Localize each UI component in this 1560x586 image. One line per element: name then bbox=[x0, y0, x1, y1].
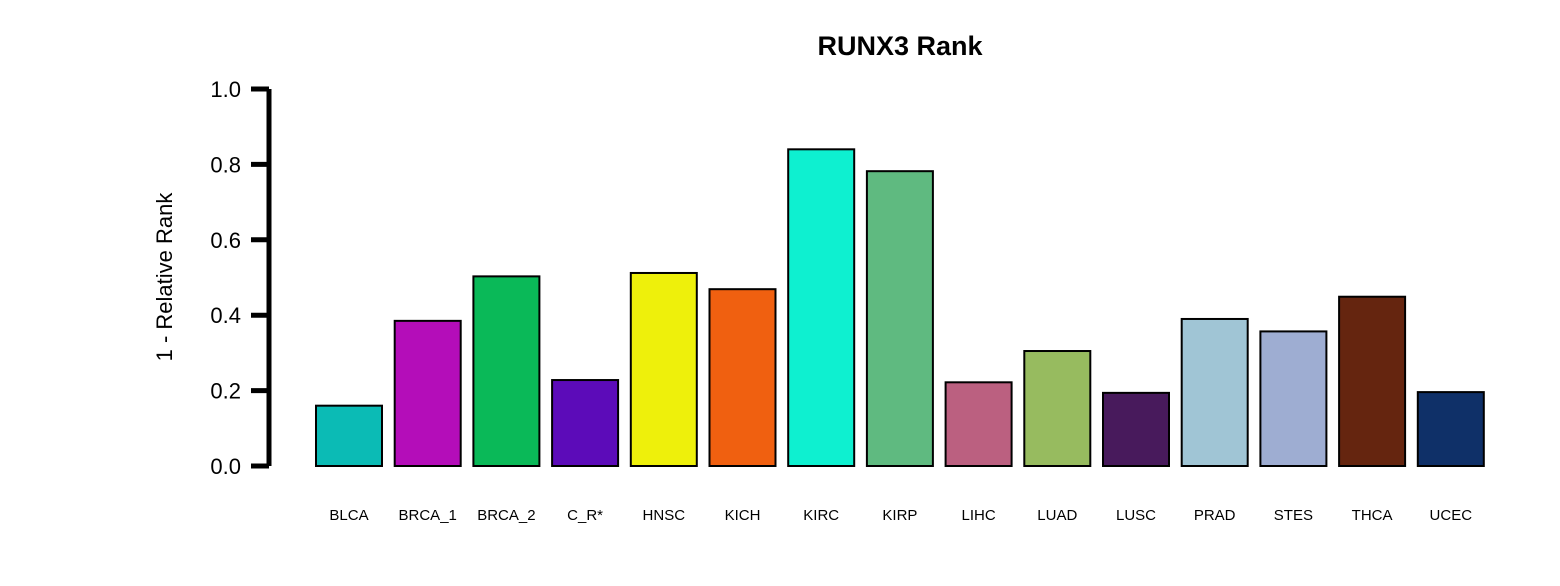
bar-hnsc bbox=[629, 271, 698, 468]
x-tick-label: STES bbox=[1274, 507, 1313, 524]
bar-lihc bbox=[944, 381, 1013, 467]
bar-stes bbox=[1259, 330, 1328, 468]
bar-kirc bbox=[787, 148, 856, 467]
bar-brca-2 bbox=[472, 275, 541, 467]
bar-blca bbox=[315, 404, 383, 467]
x-tick-label: LUSC bbox=[1116, 507, 1156, 524]
y-tick-label: 0.6 bbox=[210, 228, 241, 253]
x-axis-labels: BLCA BRCA_1 BRCA_2 C_R* HNSC KICH KIRC KIRP LIHC… bbox=[329, 507, 1472, 524]
x-tick-label: BRCA_2 bbox=[477, 507, 535, 524]
x-tick-label: BLCA bbox=[329, 507, 368, 524]
y-tick-label: 0.8 bbox=[210, 152, 241, 177]
bar-lusc bbox=[1102, 391, 1170, 467]
x-tick-label: HNSC bbox=[643, 507, 686, 524]
x-tick-label: KICH bbox=[725, 507, 761, 524]
x-tick-label: THCA bbox=[1352, 507, 1393, 524]
bar-luad bbox=[1023, 350, 1092, 468]
x-tick-label: C_R* bbox=[567, 507, 603, 524]
bar-kirp bbox=[865, 170, 934, 467]
x-tick-label: KIRP bbox=[882, 507, 917, 524]
x-tick-label: KIRC bbox=[803, 507, 839, 524]
x-tick-label: BRCA_1 bbox=[399, 507, 457, 524]
bar-kich bbox=[708, 288, 777, 468]
y-tick-label: 0.2 bbox=[210, 379, 241, 404]
bar-thca bbox=[1338, 295, 1407, 467]
bars-group bbox=[315, 148, 1485, 468]
chart-title: RUNX3 Rank bbox=[817, 31, 983, 61]
x-tick-label: LUAD bbox=[1037, 507, 1077, 524]
bar-c-r bbox=[551, 379, 620, 468]
bar-brca-1 bbox=[393, 319, 462, 468]
y-tick-label: 1.0 bbox=[210, 77, 241, 102]
x-tick-label: UCEC bbox=[1430, 507, 1473, 524]
bar-ucec bbox=[1416, 391, 1485, 467]
y-axis-label: 1 - Relative Rank bbox=[152, 192, 177, 362]
y-tick-label: 0.4 bbox=[210, 303, 241, 328]
y-tick-label: 0.0 bbox=[210, 454, 241, 479]
bar-prad bbox=[1180, 317, 1249, 467]
x-tick-label: PRAD bbox=[1194, 507, 1236, 524]
y-axis-ticks: 0.0 0.2 0.4 0.6 0.8 1.0 bbox=[210, 77, 269, 479]
x-tick-label: LIHC bbox=[962, 507, 996, 524]
